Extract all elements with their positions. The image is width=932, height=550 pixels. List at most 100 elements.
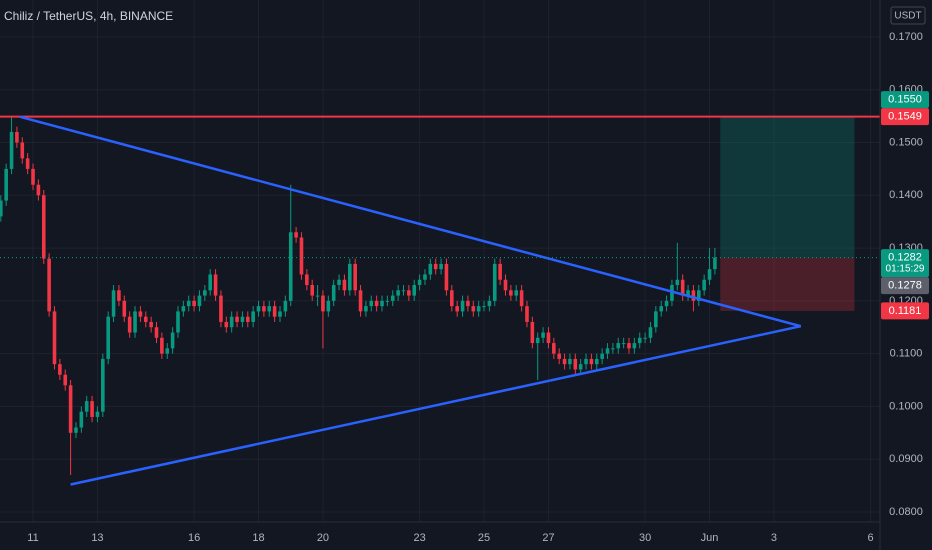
candle-body bbox=[68, 385, 73, 433]
candle-body bbox=[412, 285, 417, 296]
candle-body bbox=[321, 295, 325, 312]
candle-body bbox=[632, 343, 637, 349]
candle-body bbox=[374, 300, 379, 307]
candle-body bbox=[149, 321, 153, 328]
x-tick-label: 16 bbox=[188, 532, 200, 544]
candle-body bbox=[0, 200, 3, 217]
x-tick-label: 3 bbox=[771, 532, 777, 544]
candle-body bbox=[696, 290, 701, 301]
candle-body bbox=[686, 290, 690, 296]
y-tick-label: 0.1700 bbox=[889, 31, 923, 43]
candle-body bbox=[74, 427, 78, 433]
candle-body bbox=[117, 290, 121, 301]
candle-body bbox=[654, 311, 658, 328]
x-tick-label: Jun bbox=[701, 532, 719, 544]
price-tag bbox=[881, 277, 929, 295]
candle-body bbox=[578, 364, 583, 370]
candle-body bbox=[95, 411, 100, 417]
candle-body bbox=[224, 321, 229, 328]
x-tick-label: 30 bbox=[639, 532, 651, 544]
x-tick-label: 11 bbox=[27, 532, 38, 544]
candle-body bbox=[396, 290, 400, 296]
price-tag bbox=[881, 108, 929, 126]
trend-line bbox=[70, 324, 802, 486]
candle-body bbox=[487, 300, 492, 307]
candle-body bbox=[251, 311, 255, 322]
y-tick-label: 0.0800 bbox=[889, 506, 923, 518]
profit-zone bbox=[720, 116, 855, 258]
candle-body bbox=[52, 311, 57, 365]
candle-body bbox=[589, 358, 594, 365]
price-tag-label: 0.1550 bbox=[888, 94, 922, 106]
candle-body bbox=[369, 300, 374, 307]
candle-body bbox=[713, 257, 717, 270]
candle-body bbox=[390, 295, 395, 301]
price-tag-label: 0.1278 bbox=[888, 279, 922, 291]
candle-body bbox=[192, 300, 196, 307]
candle-body bbox=[256, 306, 261, 312]
candle-body bbox=[519, 290, 524, 307]
price-tag bbox=[881, 91, 929, 109]
candle-body bbox=[36, 184, 41, 196]
candle-body bbox=[514, 290, 519, 296]
candle-body bbox=[101, 358, 105, 412]
candle-body bbox=[611, 348, 615, 350]
candle-body bbox=[326, 300, 331, 312]
candle-body bbox=[525, 306, 529, 322]
candle-body bbox=[160, 337, 164, 354]
price-tag-label: 0.1549 bbox=[888, 111, 922, 123]
currency: USDT bbox=[894, 11, 921, 22]
candle-body bbox=[79, 411, 84, 428]
candle-body bbox=[90, 401, 94, 417]
candle-body bbox=[385, 300, 390, 302]
candle-body bbox=[455, 306, 459, 312]
candle-body bbox=[503, 279, 508, 291]
candles bbox=[0, 116, 717, 476]
overlay bbox=[0, 115, 880, 486]
candle-body bbox=[288, 232, 293, 301]
candle-body bbox=[530, 321, 535, 344]
candle-body bbox=[170, 332, 175, 349]
candle-body bbox=[573, 358, 578, 370]
candle-body bbox=[444, 263, 449, 291]
candle-body bbox=[310, 285, 315, 296]
candle-body bbox=[509, 290, 513, 296]
candle-body bbox=[364, 306, 368, 312]
candle-body bbox=[181, 306, 186, 312]
drawings bbox=[720, 116, 855, 311]
price-tag bbox=[881, 249, 929, 278]
candle-body bbox=[594, 358, 599, 365]
price-tag-label: 0.1282 bbox=[888, 251, 922, 263]
price-tag bbox=[881, 302, 929, 320]
candle-body bbox=[664, 300, 669, 307]
candle-body bbox=[58, 364, 62, 375]
candle-body bbox=[605, 348, 610, 354]
candle-body bbox=[557, 353, 561, 359]
candle-body bbox=[600, 353, 604, 359]
candle-body bbox=[659, 306, 664, 312]
candle-body bbox=[637, 337, 642, 344]
candle-body bbox=[627, 343, 631, 349]
candle-body bbox=[41, 195, 46, 259]
x-tick-label: 27 bbox=[542, 532, 554, 544]
candle-body bbox=[675, 279, 680, 286]
candle-body bbox=[84, 401, 89, 412]
candle-body bbox=[492, 263, 497, 301]
candle-body bbox=[552, 343, 556, 354]
candle-body bbox=[621, 343, 626, 345]
candle-body bbox=[165, 348, 170, 354]
candle-body bbox=[154, 327, 159, 338]
candle-body bbox=[245, 316, 250, 322]
candle-body bbox=[562, 358, 567, 365]
candle-body bbox=[498, 263, 502, 280]
candle-body bbox=[482, 306, 486, 308]
candle-body bbox=[702, 279, 706, 291]
candle-body bbox=[106, 316, 110, 359]
candle-body bbox=[267, 306, 272, 312]
candle-body bbox=[401, 290, 406, 292]
candle-body bbox=[31, 168, 35, 185]
candle-body bbox=[283, 300, 288, 312]
candle-body bbox=[353, 263, 357, 291]
candle-body bbox=[358, 290, 363, 312]
